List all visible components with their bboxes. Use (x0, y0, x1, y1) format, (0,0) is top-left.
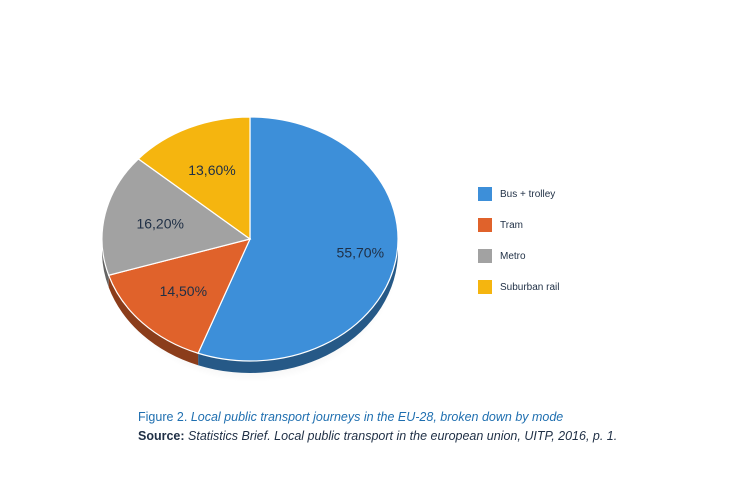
legend: Bus + trolley Tram Metro Suburban rail (478, 186, 559, 310)
pie-slice-metro (101, 158, 252, 276)
source-label: Source: (138, 429, 185, 443)
legend-swatch (478, 218, 492, 232)
pie-slices (101, 116, 399, 362)
legend-item-bus-trolley: Bus + trolley (478, 186, 559, 202)
pie-value-label-metro: 16,20% (136, 215, 183, 231)
legend-swatch (478, 249, 492, 263)
legend-label: Metro (500, 250, 526, 262)
legend-label: Suburban rail (500, 281, 560, 293)
pie-slice-side (108, 275, 199, 366)
pie-slice-bus-trolley (197, 116, 399, 362)
pie-slice-suburban-rail (137, 116, 251, 241)
figure-number: Figure 2. (138, 410, 188, 424)
legend-item-tram: Tram (478, 217, 559, 233)
figure-caption: Figure 2. Local public transport journey… (138, 408, 617, 446)
pie-slice-side (102, 239, 109, 288)
source-text: Statistics Brief. Local public transport… (188, 429, 618, 443)
pie-value-label-bus-trolley: 55,70% (337, 244, 384, 260)
pie-value-labels: 55,70% 14,50% 16,20% 13,60% (136, 162, 384, 299)
legend-item-metro: Metro (478, 248, 559, 264)
legend-label: Tram (500, 219, 523, 231)
pie-value-label-tram: 14,50% (160, 283, 207, 299)
pie-value-label-suburban-rail: 13,60% (188, 162, 235, 178)
legend-swatch (478, 280, 492, 294)
pie-slice-side (198, 239, 398, 373)
pie-depth (102, 239, 398, 373)
pie-slice-tram (107, 238, 252, 354)
legend-swatch (478, 187, 492, 201)
caption-figure-line: Figure 2. Local public transport journey… (138, 408, 617, 427)
figure-title: Local public transport journeys in the E… (190, 410, 564, 424)
caption-source-line: Source: Statistics Brief. Local public t… (138, 427, 617, 446)
legend-label: Bus + trolley (500, 188, 556, 200)
legend-item-suburban-rail: Suburban rail (478, 279, 559, 295)
